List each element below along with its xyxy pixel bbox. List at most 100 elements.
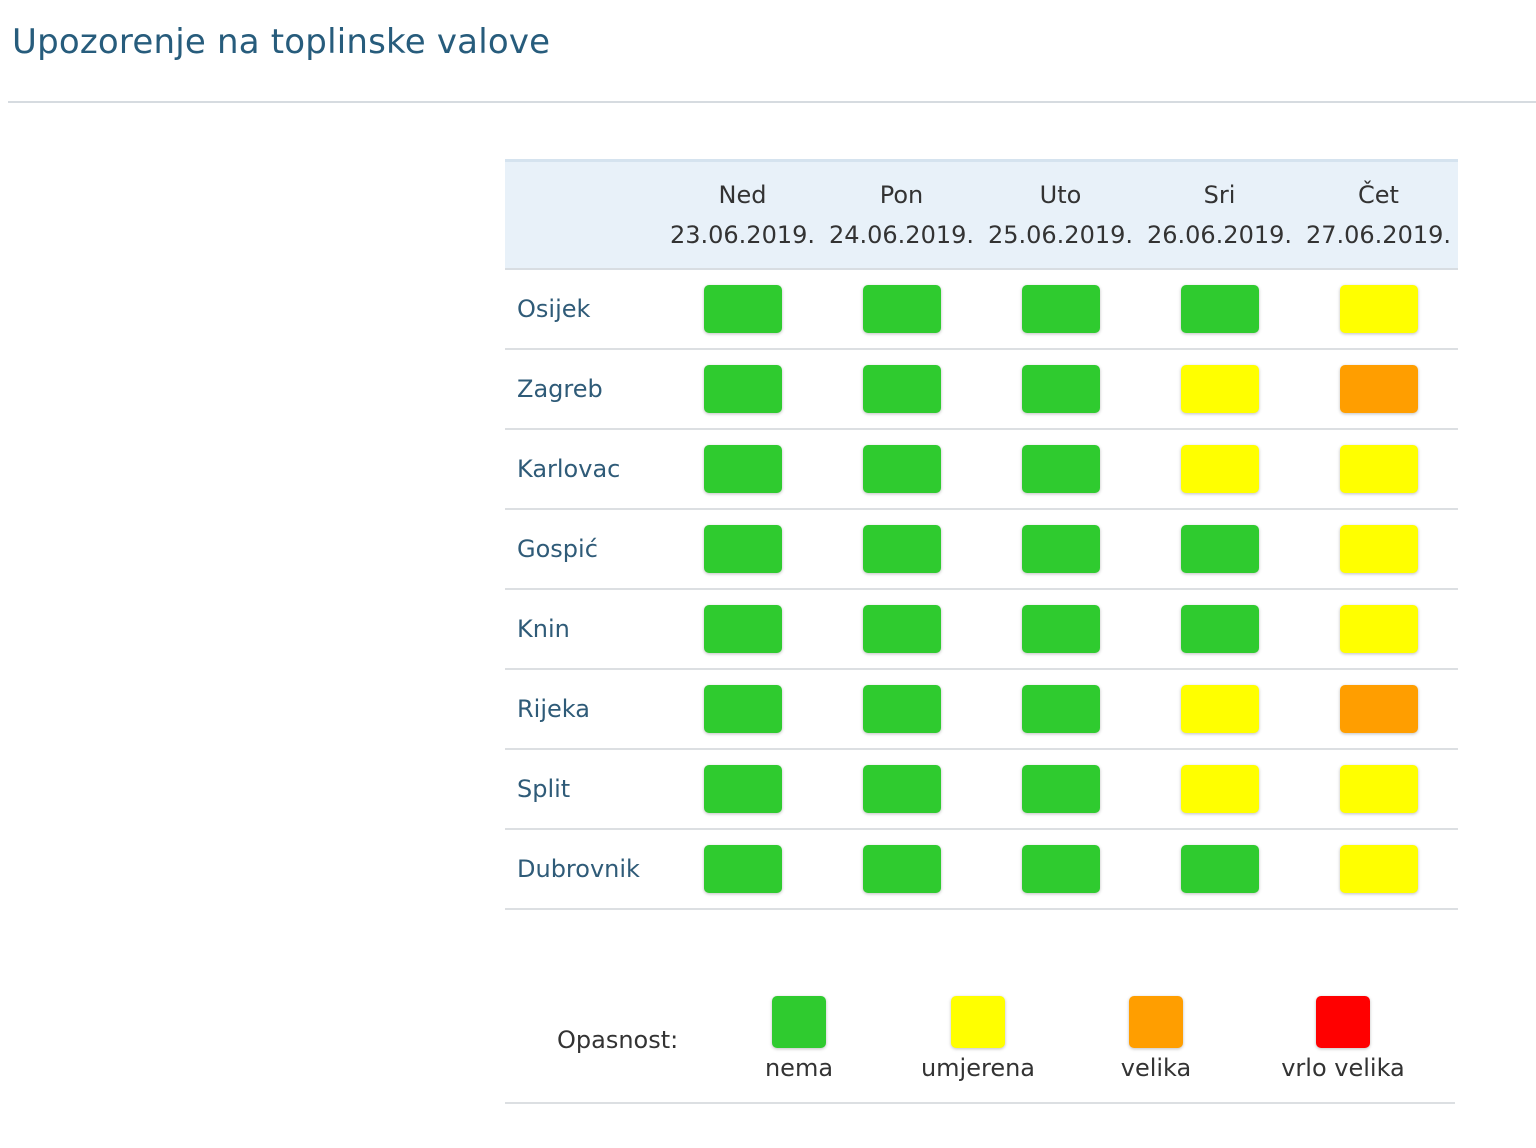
forecast-cell: [822, 269, 981, 350]
warning-level-indicator: [1021, 445, 1100, 493]
table-row: Zagreb: [505, 349, 1458, 430]
legend-swatch: [772, 996, 826, 1048]
forecast-cell: [1140, 669, 1299, 750]
city-name: Dubrovnik: [505, 829, 663, 910]
warning-level-indicator: [703, 845, 782, 893]
header-day-3: Uto 25.06.2019.: [981, 159, 1140, 270]
table-row: Rijeka: [505, 669, 1458, 750]
warning-level-indicator: [1339, 285, 1418, 333]
warning-level-indicator: [1021, 765, 1100, 813]
warning-level-indicator: [862, 445, 941, 493]
page-title: Upozorenje na toplinske valove: [12, 22, 551, 62]
city-name: Karlovac: [505, 429, 663, 510]
forecast-cell: [663, 829, 822, 910]
day-name: Pon: [879, 181, 924, 209]
forecast-cell: [1299, 829, 1458, 910]
forecast-cell: [1299, 269, 1458, 350]
legend-swatch: [1129, 996, 1183, 1048]
forecast-cell: [663, 269, 822, 350]
day-date: 24.06.2019.: [828, 221, 975, 249]
forecast-cell: [981, 589, 1140, 670]
header-day-5: Čet 27.06.2019.: [1299, 159, 1458, 270]
forecast-cell: [981, 749, 1140, 830]
warning-level-indicator: [1339, 685, 1418, 733]
warning-level-indicator: [703, 765, 782, 813]
header-city-column: [505, 159, 663, 270]
legend-item-moderate: umjerena: [888, 996, 1068, 1082]
warning-level-indicator: [862, 285, 941, 333]
warning-level-indicator: [1180, 605, 1259, 653]
forecast-cell: [822, 749, 981, 830]
legend-label: velika: [1120, 1054, 1192, 1082]
forecast-cell: [981, 349, 1140, 430]
warning-level-indicator: [703, 525, 782, 573]
warning-level-indicator: [1339, 365, 1418, 413]
warning-level-indicator: [862, 365, 941, 413]
header-day-4: Sri 26.06.2019.: [1140, 159, 1299, 270]
forecast-cell: [1299, 349, 1458, 430]
day-date: 27.06.2019.: [1305, 221, 1452, 249]
warning-level-indicator: [1021, 525, 1100, 573]
warning-level-indicator: [1021, 685, 1100, 733]
legend-title: Opasnost:: [557, 1026, 679, 1054]
title-divider: [8, 101, 1536, 103]
legend-label: nema: [764, 1054, 834, 1082]
warning-level-indicator: [862, 525, 941, 573]
warning-level-indicator: [1339, 445, 1418, 493]
warning-level-indicator: [1180, 525, 1259, 573]
day-date: 26.06.2019.: [1146, 221, 1293, 249]
forecast-cell: [1140, 269, 1299, 350]
forecast-cell: [822, 829, 981, 910]
warning-level-indicator: [1180, 685, 1259, 733]
table-row: Dubrovnik: [505, 829, 1458, 910]
warning-level-indicator: [1180, 285, 1259, 333]
legend-item-none: nema: [709, 996, 889, 1082]
forecast-cell: [1140, 749, 1299, 830]
danger-legend: Opasnost: nema umjerena velika vrlo veli…: [505, 990, 1455, 1104]
warning-level-indicator: [703, 365, 782, 413]
warning-level-indicator: [862, 685, 941, 733]
header-day-1: Ned 23.06.2019.: [663, 159, 822, 270]
forecast-cell: [981, 509, 1140, 590]
warning-level-indicator: [1339, 605, 1418, 653]
forecast-cell: [1299, 669, 1458, 750]
legend-swatch: [1316, 996, 1370, 1048]
forecast-cell: [822, 429, 981, 510]
forecast-cell: [663, 429, 822, 510]
legend-item-very-high: vrlo velika: [1253, 996, 1433, 1082]
warning-level-indicator: [1180, 365, 1259, 413]
warning-level-indicator: [1021, 605, 1100, 653]
warning-level-indicator: [1180, 445, 1259, 493]
forecast-cell: [822, 669, 981, 750]
forecast-cell: [663, 589, 822, 670]
warning-level-indicator: [1180, 765, 1259, 813]
city-name: Osijek: [505, 269, 663, 350]
heatwave-warning-table: Ned 23.06.2019. Pon 24.06.2019. Uto 25.0…: [505, 159, 1458, 910]
warning-level-indicator: [1180, 845, 1259, 893]
warning-level-indicator: [703, 445, 782, 493]
table-row: Karlovac: [505, 429, 1458, 510]
city-name: Gospić: [505, 509, 663, 590]
warning-level-indicator: [703, 685, 782, 733]
warning-level-indicator: [1021, 845, 1100, 893]
warning-level-indicator: [1021, 365, 1100, 413]
day-name: Sri: [1203, 181, 1236, 209]
warning-level-indicator: [1339, 845, 1418, 893]
city-name: Knin: [505, 589, 663, 670]
forecast-cell: [1299, 509, 1458, 590]
warning-level-indicator: [862, 605, 941, 653]
forecast-cell: [1140, 349, 1299, 430]
table-row: Osijek: [505, 269, 1458, 350]
legend-item-high: velika: [1066, 996, 1246, 1082]
forecast-cell: [981, 829, 1140, 910]
forecast-cell: [1299, 429, 1458, 510]
forecast-cell: [981, 669, 1140, 750]
table-row: Split: [505, 749, 1458, 830]
warning-level-indicator: [862, 765, 941, 813]
forecast-cell: [1140, 509, 1299, 590]
legend-label: umjerena: [920, 1054, 1036, 1082]
forecast-cell: [1140, 429, 1299, 510]
warning-level-indicator: [703, 285, 782, 333]
forecast-cell: [981, 269, 1140, 350]
city-name: Rijeka: [505, 669, 663, 750]
